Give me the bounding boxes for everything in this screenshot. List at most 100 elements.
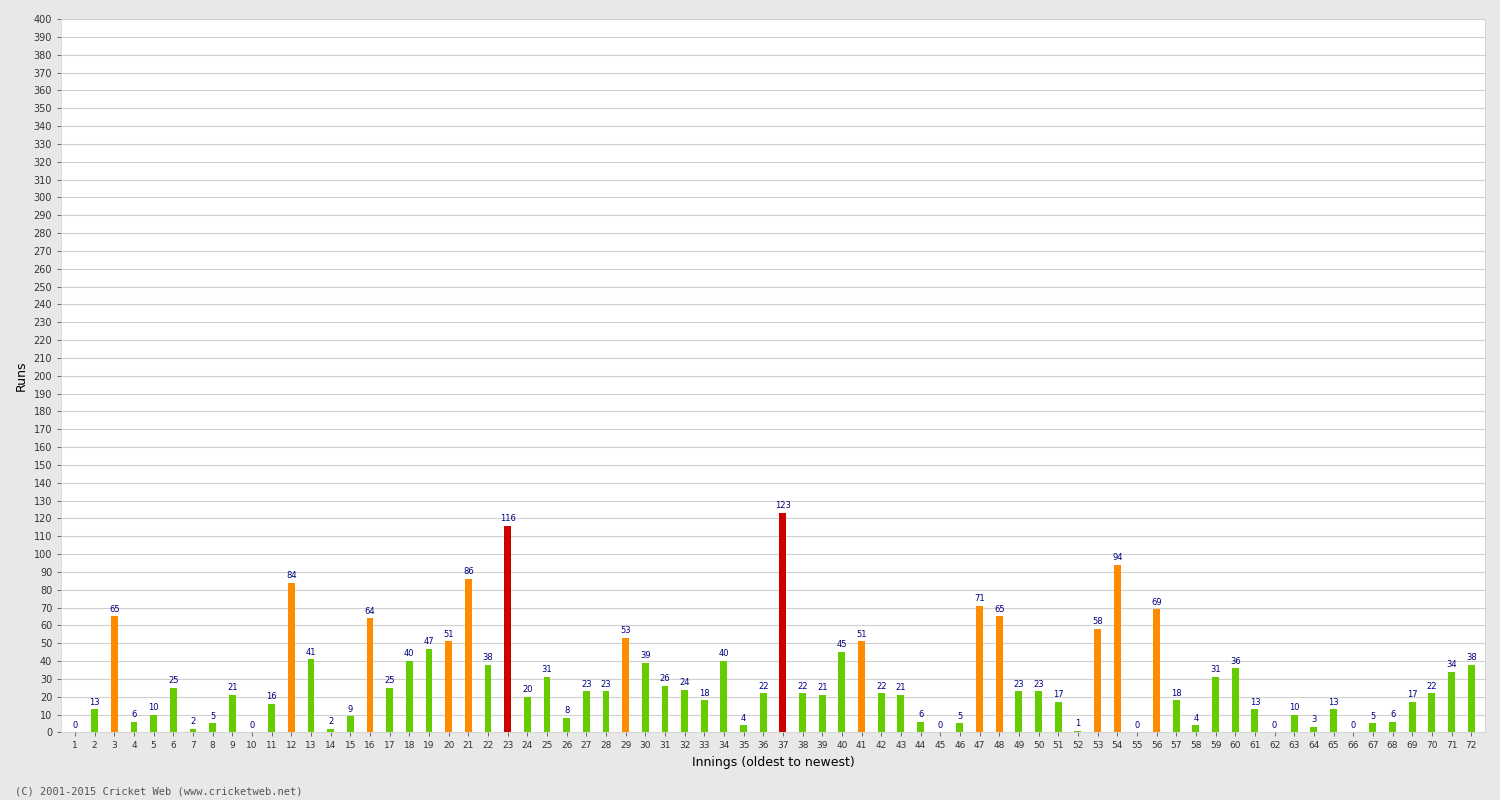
Text: 39: 39 bbox=[640, 651, 651, 660]
Bar bbox=[111, 617, 117, 733]
Text: 47: 47 bbox=[423, 637, 435, 646]
Bar bbox=[346, 716, 354, 733]
Text: 3: 3 bbox=[1311, 715, 1317, 724]
Bar bbox=[662, 686, 669, 733]
Bar bbox=[839, 652, 846, 733]
Y-axis label: Runs: Runs bbox=[15, 361, 28, 391]
Bar bbox=[700, 700, 708, 733]
Text: 0: 0 bbox=[938, 721, 944, 730]
Bar bbox=[720, 661, 728, 733]
Text: 4: 4 bbox=[741, 714, 746, 722]
Bar bbox=[288, 582, 294, 733]
Text: 1: 1 bbox=[1076, 719, 1080, 728]
Text: 38: 38 bbox=[1466, 653, 1476, 662]
Bar bbox=[446, 642, 452, 733]
Text: 41: 41 bbox=[306, 648, 316, 657]
Text: 17: 17 bbox=[1053, 690, 1064, 699]
Bar bbox=[681, 690, 688, 733]
Bar bbox=[543, 677, 550, 733]
Text: 116: 116 bbox=[500, 514, 516, 523]
Text: 21: 21 bbox=[226, 683, 237, 692]
Text: 5: 5 bbox=[957, 712, 963, 721]
Bar bbox=[308, 659, 315, 733]
Bar bbox=[327, 729, 334, 733]
Bar bbox=[524, 697, 531, 733]
Text: 84: 84 bbox=[286, 571, 297, 580]
Bar bbox=[1370, 723, 1377, 733]
Text: 0: 0 bbox=[1134, 721, 1140, 730]
Bar bbox=[1389, 722, 1396, 733]
Bar bbox=[1094, 629, 1101, 733]
Text: 23: 23 bbox=[580, 680, 591, 689]
Bar bbox=[189, 729, 196, 733]
Text: 6: 6 bbox=[1390, 710, 1395, 719]
Bar bbox=[1212, 677, 1219, 733]
Bar bbox=[957, 723, 963, 733]
Bar bbox=[858, 642, 865, 733]
Bar bbox=[740, 726, 747, 733]
Text: 65: 65 bbox=[110, 605, 120, 614]
Text: 23: 23 bbox=[600, 680, 612, 689]
Text: 34: 34 bbox=[1446, 660, 1456, 669]
Bar bbox=[1114, 565, 1120, 733]
Text: 94: 94 bbox=[1112, 553, 1122, 562]
Text: 2: 2 bbox=[328, 717, 333, 726]
Text: 23: 23 bbox=[1014, 680, 1025, 689]
Text: 6: 6 bbox=[918, 710, 924, 719]
Text: 40: 40 bbox=[718, 650, 729, 658]
Text: 2: 2 bbox=[190, 717, 195, 726]
Bar bbox=[170, 688, 177, 733]
Text: 4: 4 bbox=[1194, 714, 1198, 722]
Text: 18: 18 bbox=[699, 689, 709, 698]
Bar bbox=[1035, 691, 1042, 733]
Text: 0: 0 bbox=[72, 721, 78, 730]
Text: 22: 22 bbox=[758, 682, 768, 690]
Bar bbox=[1311, 727, 1317, 733]
Text: 40: 40 bbox=[404, 650, 414, 658]
Bar bbox=[1468, 665, 1474, 733]
Text: 24: 24 bbox=[680, 678, 690, 687]
Text: 53: 53 bbox=[621, 626, 632, 635]
Bar bbox=[819, 695, 825, 733]
Text: 0: 0 bbox=[249, 721, 255, 730]
Bar bbox=[366, 618, 374, 733]
Text: 86: 86 bbox=[464, 567, 474, 576]
Text: (C) 2001-2015 Cricket Web (www.cricketweb.net): (C) 2001-2015 Cricket Web (www.cricketwe… bbox=[15, 786, 303, 796]
Text: 9: 9 bbox=[348, 705, 352, 714]
Text: 25: 25 bbox=[168, 676, 178, 685]
Text: 71: 71 bbox=[975, 594, 986, 603]
Bar bbox=[800, 693, 806, 733]
Text: 0: 0 bbox=[1272, 721, 1276, 730]
Text: 31: 31 bbox=[1210, 666, 1221, 674]
Bar bbox=[209, 723, 216, 733]
Text: 22: 22 bbox=[798, 682, 808, 690]
Bar bbox=[1408, 702, 1416, 733]
Text: 22: 22 bbox=[876, 682, 886, 690]
Bar bbox=[780, 513, 786, 733]
Text: 13: 13 bbox=[90, 698, 101, 706]
X-axis label: Innings (oldest to newest): Innings (oldest to newest) bbox=[692, 756, 855, 769]
Text: 10: 10 bbox=[148, 703, 159, 712]
Text: 6: 6 bbox=[132, 710, 136, 719]
Text: 22: 22 bbox=[1426, 682, 1437, 690]
Text: 10: 10 bbox=[1288, 703, 1299, 712]
Text: 21: 21 bbox=[818, 683, 828, 692]
Text: 18: 18 bbox=[1172, 689, 1182, 698]
Bar bbox=[1232, 668, 1239, 733]
Bar bbox=[760, 693, 766, 733]
Text: 123: 123 bbox=[776, 502, 790, 510]
Bar bbox=[268, 704, 274, 733]
Text: 65: 65 bbox=[994, 605, 1005, 614]
Bar bbox=[386, 688, 393, 733]
Bar bbox=[92, 710, 98, 733]
Bar bbox=[484, 665, 492, 733]
Bar bbox=[897, 695, 904, 733]
Bar bbox=[230, 695, 236, 733]
Text: 31: 31 bbox=[542, 666, 552, 674]
Bar bbox=[426, 649, 432, 733]
Bar bbox=[996, 617, 1002, 733]
Text: 45: 45 bbox=[837, 641, 848, 650]
Text: 8: 8 bbox=[564, 706, 570, 715]
Bar bbox=[1448, 672, 1455, 733]
Text: 17: 17 bbox=[1407, 690, 1418, 699]
